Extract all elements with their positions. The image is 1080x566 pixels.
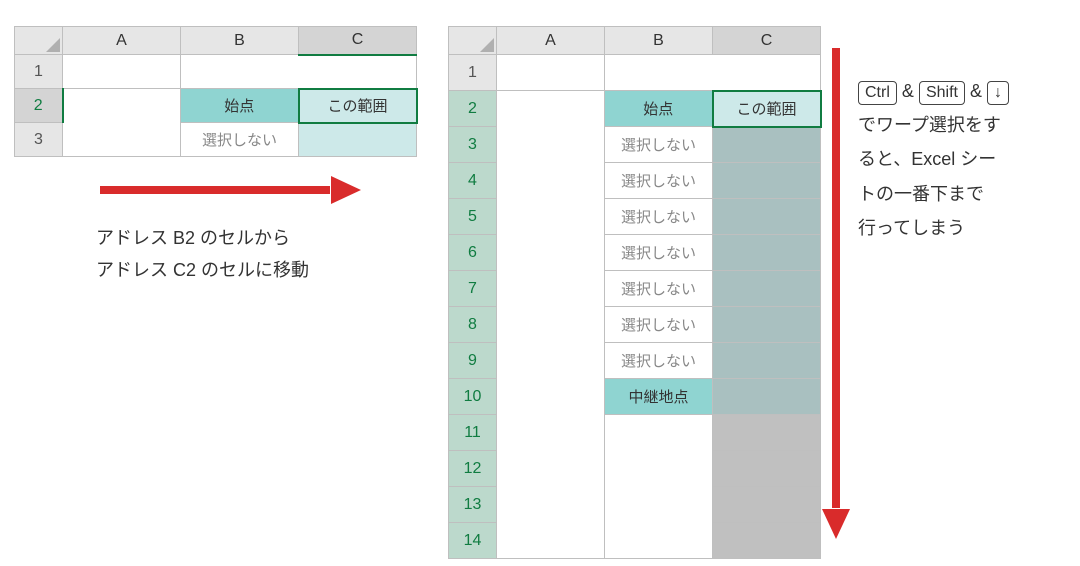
caption-line: ると、Excel シー bbox=[858, 142, 1068, 176]
row-header[interactable]: 8 bbox=[449, 307, 497, 343]
row-header[interactable]: 6 bbox=[449, 235, 497, 271]
vertical-arrow bbox=[832, 48, 840, 538]
cell[interactable] bbox=[497, 415, 605, 451]
row-header[interactable]: 3 bbox=[449, 127, 497, 163]
cell[interactable] bbox=[63, 123, 181, 157]
col-header-b[interactable]: B bbox=[605, 27, 713, 55]
cell[interactable]: 選択しない bbox=[605, 271, 713, 307]
cell-selected[interactable] bbox=[713, 415, 821, 451]
cell-b2[interactable]: 始点 bbox=[181, 89, 299, 123]
shift-key: Shift bbox=[919, 81, 965, 105]
cell-selected[interactable] bbox=[713, 235, 821, 271]
row-header[interactable]: 11 bbox=[449, 415, 497, 451]
select-all-corner[interactable] bbox=[15, 27, 63, 55]
cell[interactable] bbox=[497, 379, 605, 415]
row-header[interactable]: 9 bbox=[449, 343, 497, 379]
col-header-b[interactable]: B bbox=[181, 27, 299, 55]
caption-left: アドレス B2 のセルから アドレス C2 のセルに移動 bbox=[96, 222, 309, 287]
col-header-c[interactable]: C bbox=[299, 27, 417, 55]
cell[interactable]: 選択しない bbox=[605, 343, 713, 379]
cell[interactable] bbox=[497, 523, 605, 559]
cell[interactable] bbox=[497, 487, 605, 523]
select-all-corner[interactable] bbox=[449, 27, 497, 55]
cell[interactable] bbox=[605, 523, 713, 559]
col-header-a[interactable]: A bbox=[497, 27, 605, 55]
cell[interactable] bbox=[713, 55, 821, 91]
down-key: ↓ bbox=[987, 81, 1009, 105]
cell-selected[interactable] bbox=[713, 487, 821, 523]
cell[interactable] bbox=[63, 55, 181, 89]
right-spreadsheet: A B C 1 2 始点 この範囲 3 選択しない 4 選択しない 5 選択しな… bbox=[448, 26, 822, 559]
cell-selected[interactable] bbox=[713, 163, 821, 199]
row-header[interactable]: 7 bbox=[449, 271, 497, 307]
cell-c3[interactable] bbox=[299, 123, 417, 157]
cell[interactable] bbox=[497, 55, 605, 91]
caption-right: Ctrl & Shift & ↓ でワープ選択をす ると、Excel シー トの… bbox=[858, 74, 1068, 245]
cell[interactable] bbox=[497, 199, 605, 235]
col-header-a[interactable]: A bbox=[63, 27, 181, 55]
col-header-c[interactable]: C bbox=[713, 27, 821, 55]
cell[interactable] bbox=[181, 55, 299, 89]
row-header[interactable]: 12 bbox=[449, 451, 497, 487]
horizontal-arrow bbox=[100, 186, 360, 194]
row-header-2[interactable]: 2 bbox=[15, 89, 63, 123]
cell-selected[interactable] bbox=[713, 343, 821, 379]
cell[interactable] bbox=[497, 307, 605, 343]
cell-b2[interactable]: 始点 bbox=[605, 91, 713, 127]
caption-line: アドレス C2 のセルに移動 bbox=[96, 254, 309, 286]
row-header-1[interactable]: 1 bbox=[15, 55, 63, 89]
caption-line: トの一番下まで bbox=[858, 177, 1068, 211]
row-header[interactable]: 13 bbox=[449, 487, 497, 523]
amp: & bbox=[902, 81, 914, 101]
row-header[interactable]: 4 bbox=[449, 163, 497, 199]
row-header[interactable]: 10 bbox=[449, 379, 497, 415]
cell[interactable] bbox=[605, 451, 713, 487]
cell[interactable] bbox=[497, 235, 605, 271]
cell-selected[interactable] bbox=[713, 451, 821, 487]
cell[interactable]: 選択しない bbox=[605, 235, 713, 271]
cell-c2-active[interactable]: この範囲 bbox=[713, 91, 821, 127]
cell[interactable]: 選択しない bbox=[605, 163, 713, 199]
cell[interactable] bbox=[63, 89, 181, 123]
cell[interactable]: 選択しない bbox=[605, 199, 713, 235]
row-header[interactable]: 1 bbox=[449, 55, 497, 91]
cell[interactable] bbox=[299, 55, 417, 89]
cell-selected[interactable] bbox=[713, 379, 821, 415]
cell-b10[interactable]: 中継地点 bbox=[605, 379, 713, 415]
cell-selected[interactable] bbox=[713, 307, 821, 343]
amp: & bbox=[970, 81, 982, 101]
key-combo: Ctrl & Shift & ↓ bbox=[858, 74, 1068, 108]
cell[interactable]: 選択しない bbox=[605, 127, 713, 163]
cell[interactable] bbox=[605, 415, 713, 451]
cell[interactable] bbox=[497, 343, 605, 379]
cell[interactable] bbox=[605, 487, 713, 523]
row-header-3[interactable]: 3 bbox=[15, 123, 63, 157]
cell-selected[interactable] bbox=[713, 271, 821, 307]
caption-line: でワープ選択をす bbox=[858, 108, 1068, 142]
row-header[interactable]: 5 bbox=[449, 199, 497, 235]
left-spreadsheet: A B C 1 2 始点 この範囲 3 選択しない bbox=[14, 26, 418, 157]
row-header[interactable]: 2 bbox=[449, 91, 497, 127]
caption-line: アドレス B2 のセルから bbox=[96, 222, 309, 254]
cell[interactable] bbox=[497, 91, 605, 127]
cell[interactable] bbox=[497, 127, 605, 163]
cell-selected[interactable] bbox=[713, 523, 821, 559]
cell[interactable] bbox=[497, 163, 605, 199]
caption-line: 行ってしまう bbox=[858, 211, 1068, 245]
cell[interactable] bbox=[497, 451, 605, 487]
cell[interactable] bbox=[497, 271, 605, 307]
cell[interactable] bbox=[605, 55, 713, 91]
ctrl-key: Ctrl bbox=[858, 81, 897, 105]
cell-c2-active[interactable]: この範囲 bbox=[299, 89, 417, 123]
row-header[interactable]: 14 bbox=[449, 523, 497, 559]
cell-selected[interactable] bbox=[713, 127, 821, 163]
cell-selected[interactable] bbox=[713, 199, 821, 235]
cell-b3[interactable]: 選択しない bbox=[181, 123, 299, 157]
cell[interactable]: 選択しない bbox=[605, 307, 713, 343]
